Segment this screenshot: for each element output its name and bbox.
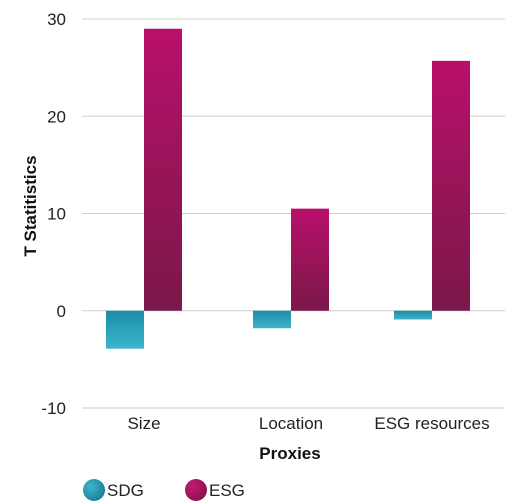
legend: SDG ESG	[83, 479, 245, 501]
bar-sdg-esg-resources	[394, 310, 432, 320]
y-tick-label: 20	[47, 107, 66, 126]
y-tick-label: 30	[47, 10, 66, 29]
y-tick-label: -10	[41, 399, 66, 418]
y-axis-ticks: -10 0 10 20 30	[41, 10, 66, 418]
x-axis-title: Proxies	[259, 444, 320, 463]
bar-esg-esg-resources	[432, 60, 470, 311]
legend-label-esg: ESG	[209, 481, 245, 500]
y-tick-label: 0	[57, 302, 66, 321]
bar-sdg-size	[106, 310, 144, 349]
x-axis-ticks: Size Location ESG resources	[127, 414, 489, 433]
bar-esg-size	[144, 28, 182, 311]
x-tick-label: Size	[127, 414, 160, 433]
bars	[106, 28, 470, 349]
x-tick-label: ESG resources	[374, 414, 489, 433]
bar-esg-location	[291, 208, 329, 311]
legend-swatch-sdg	[83, 479, 105, 501]
x-tick-label: Location	[259, 414, 323, 433]
y-axis-title: T Statitistics	[21, 155, 40, 256]
bar-sdg-location	[253, 310, 291, 329]
legend-swatch-esg	[185, 479, 207, 501]
y-tick-label: 10	[47, 205, 66, 224]
legend-label-sdg: SDG	[107, 481, 144, 500]
